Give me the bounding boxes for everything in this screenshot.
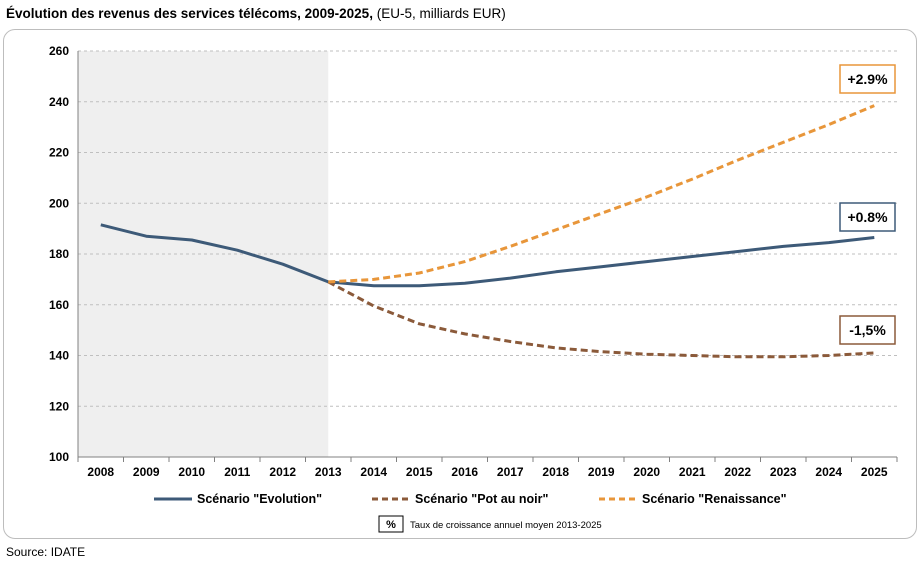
x-tick-label-2024: 2024 [815,465,842,479]
x-tick-label-2022: 2022 [724,465,751,479]
annotation-label-2: +2.9% [847,71,888,87]
series-line-1 [327,280,875,359]
y-tick-label-140: 140 [49,349,69,363]
y-tick-label-260: 260 [49,44,69,58]
y-tick-label-120: 120 [49,399,69,413]
y-tick-label-200: 200 [49,196,69,210]
x-tick-label-2023: 2023 [770,465,797,479]
source-note: Source: IDATE [6,545,86,559]
chart-title: Évolution des revenus des services téléc… [6,6,506,21]
chart-frame: 100 120 140 160 180 200 220 240 260 2008 2009 2010 2… [3,29,917,539]
x-tick-label-2016: 2016 [451,465,478,479]
x-tick-label-2009: 2009 [133,465,160,479]
x-tick-label-2018: 2018 [542,465,569,479]
x-tick-label-2021: 2021 [679,465,706,479]
y-tick-label-180: 180 [49,247,69,261]
annotation-box-2 [839,64,896,94]
x-tick-label-2020: 2020 [633,465,660,479]
x-tick-label-2025: 2025 [861,465,888,479]
shaded-history-region [78,51,329,457]
y-tick-label-160: 160 [49,298,69,312]
chart-title-rest: (EU-5, milliards EUR) [372,6,506,21]
x-tick-label-2015: 2015 [406,465,433,479]
legend-label-1: Scénario "Pot au noir" [415,492,548,506]
line-chart: 100 120 140 160 180 200 220 240 260 2008 2009 2010 2… [49,44,898,533]
x-tick-label-2019: 2019 [588,465,615,479]
y-tick-label-220: 220 [49,146,69,160]
annotation-box-0 [839,202,896,232]
x-tick-label-2014: 2014 [360,465,387,479]
note-text: Taux de croissance annuel moyen 2013-202… [410,520,602,531]
x-tick-label-2013: 2013 [315,465,342,479]
x-tick-label-2010: 2010 [178,465,205,479]
annotation-label-0: +0.8% [847,209,888,225]
y-tick-label-240: 240 [49,95,69,109]
note-box [378,515,404,533]
x-tick-label-2008: 2008 [87,465,114,479]
legend-label-2: Scénario "Renaissance" [642,492,787,506]
y-tick-label-100: 100 [49,450,69,464]
x-tick-label-2017: 2017 [497,465,524,479]
note-box-symbol: % [386,519,396,531]
legend-label-0: Scénario "Evolution" [197,492,322,506]
x-tick-label-2011: 2011 [224,465,250,479]
x-tick-label-2012: 2012 [269,465,296,479]
annotation-box-1 [839,315,896,345]
annotation-label-1: -1,5% [849,322,886,338]
series-line-2 [328,104,875,284]
series-line-0 [100,223,875,288]
chart-title-bold: Évolution des revenus des services téléc… [6,6,373,21]
